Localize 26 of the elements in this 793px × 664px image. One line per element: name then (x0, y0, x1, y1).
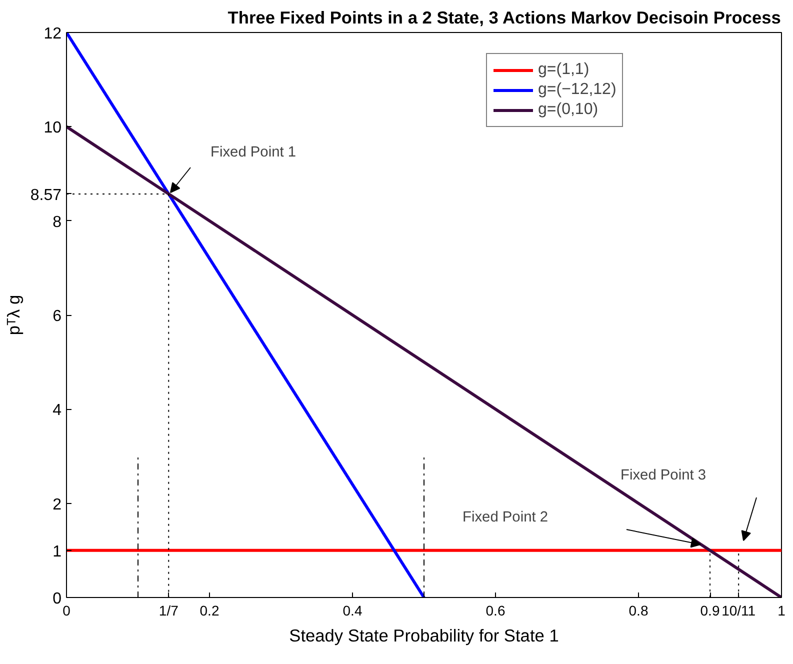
x-tick-label: 1/7 (158, 602, 179, 618)
x-tick-label: 0.8 (628, 602, 648, 618)
y-tick-label: 12 (44, 26, 62, 42)
y-tick-label: 0 (52, 590, 62, 608)
y-tick-label: 10 (44, 120, 62, 137)
x-tick-label: 10/11 (722, 602, 756, 618)
legend-label: g=(0,10) (538, 101, 598, 119)
x-tick-label: 0.9 (700, 602, 720, 618)
annotation: Fixed Point 1 (210, 144, 296, 160)
legend-label: g=(−12,12) (538, 81, 616, 99)
y-tick-label: 8.57 (30, 186, 62, 204)
annotation: Fixed Point 2 (462, 510, 548, 526)
x-tick-label: 0.4 (342, 602, 362, 618)
y-tick-label: 8 (52, 214, 62, 231)
y-axis-title: pᵀλ g (3, 294, 24, 336)
y-tick-label: 4 (52, 402, 62, 420)
x-tick-label: 0.6 (486, 602, 506, 618)
x-tick-label: 0.2 (200, 602, 220, 618)
y-tick-label: 6 (52, 308, 62, 325)
y-tick-label: 2 (52, 496, 62, 514)
x-axis-title: Steady State Probability for State 1 (289, 626, 559, 646)
annotation: Fixed Point 3 (620, 468, 706, 484)
y-tick-label: 1 (52, 543, 62, 560)
chart-title: Three Fixed Points in a 2 State, 3 Actions Markov Decisoin Process (228, 8, 781, 28)
legend-label: g=(1,1) (538, 61, 590, 79)
x-tick-label: 1 (778, 602, 786, 618)
